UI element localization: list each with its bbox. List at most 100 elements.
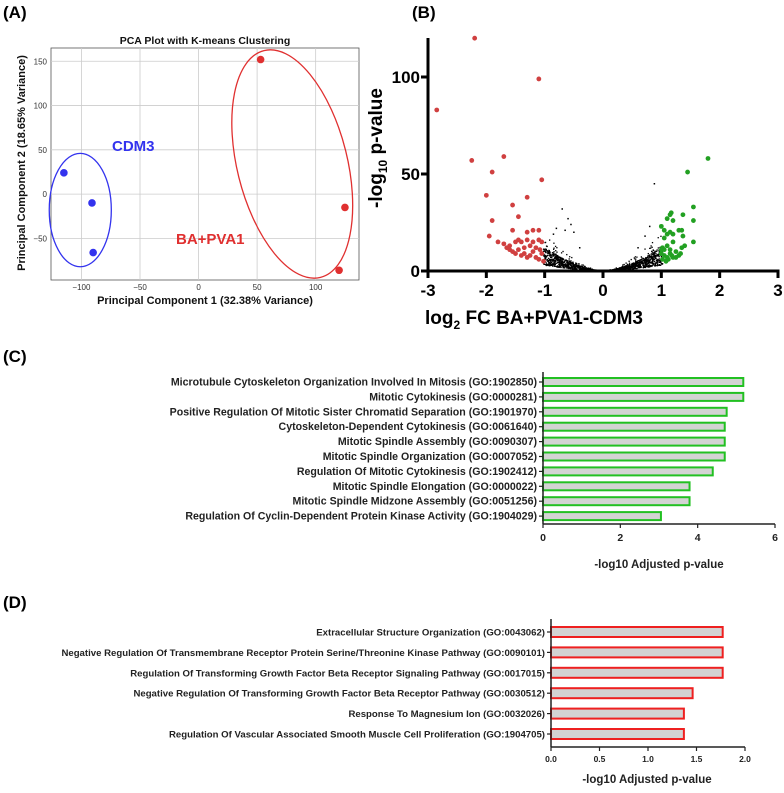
volcano-point-ns [552, 252, 555, 254]
volcano-point-ns [655, 253, 657, 255]
volcano-point-ns [636, 260, 638, 263]
volcano-x-tick-label: 0 [598, 281, 607, 300]
volcano-point-ns [548, 261, 550, 263]
volcano-point-ns [659, 264, 661, 266]
volcano-point-down [536, 256, 542, 262]
volcano-point-ns [551, 255, 553, 257]
volcano-point-ns [557, 256, 560, 258]
volcano-point-ns [652, 263, 655, 265]
volcano-point-down [472, 35, 478, 41]
pca-cluster-labels: CDM3 BA+PVA1 [112, 138, 245, 248]
volcano-point-down [516, 214, 521, 220]
go-up-bar [542, 406, 728, 417]
volcano-point-ns [626, 263, 629, 266]
volcano-point-ns [571, 256, 573, 259]
volcano-point-ns [573, 231, 575, 233]
volcano-point-ns [568, 264, 570, 266]
pca-y-axis-title: Principal Component 2 (18.65% Variance) [16, 55, 28, 271]
volcano-point-ns [565, 264, 567, 266]
volcano-point-ns [572, 268, 574, 270]
volcano-point-ns [560, 263, 562, 265]
volcano-point-ns [623, 267, 625, 269]
volcano-point-ns [542, 250, 545, 252]
volcano-point-ns [567, 263, 569, 265]
volcano-point-down [537, 247, 543, 253]
go-up-category-label: Mitotic Spindle Elongation (GO:0000022) [333, 481, 537, 493]
pca-y-tick-label: 50 [38, 146, 47, 155]
volcano-point-ns [649, 254, 651, 256]
volcano-point-ns [552, 253, 555, 255]
volcano-point-ns [554, 260, 557, 262]
volcano-point-ns [558, 260, 560, 262]
go-up-x-axis-title: -log10 Adjusted p-value [594, 559, 723, 571]
volcano-x-tick-label: -1 [537, 281, 552, 300]
volcano-point-ns [651, 262, 653, 264]
go-down-bar [550, 646, 724, 659]
ba-pva1-cluster-label: BA+PVA1 [176, 231, 245, 248]
volcano-point-ns [637, 263, 639, 265]
volcano-point-ns [632, 265, 635, 267]
volcano-point-ns [620, 266, 623, 269]
volcano-point-ns [638, 261, 640, 264]
volcano-point-ns [652, 252, 654, 254]
volcano-point-ns [639, 259, 641, 261]
volcano-point-ns [614, 268, 616, 270]
volcano-point-ns [658, 250, 660, 252]
ylabel-part: p-value [366, 88, 387, 160]
volcano-point-ns [562, 267, 564, 269]
volcano-point-ns [636, 261, 639, 263]
volcano-point-ns [583, 267, 585, 269]
volcano-point-ns [640, 263, 642, 265]
volcano-point-ns [657, 247, 659, 249]
volcano-point-ns [658, 261, 660, 263]
volcano-point-ns [639, 266, 642, 269]
volcano-point-ns [660, 235, 662, 237]
volcano-point-ns [549, 254, 552, 256]
volcano-point-ns [624, 268, 627, 270]
volcano-point-ns [574, 266, 576, 268]
volcano-point-ns [572, 263, 574, 266]
volcano-point-ns [641, 262, 643, 264]
volcano-point-ns [570, 263, 572, 265]
volcano-x-tick-label: -2 [479, 281, 494, 300]
volcano-point-ns [658, 250, 660, 253]
volcano-point-ns [643, 261, 645, 263]
go-up-bar [542, 391, 745, 402]
volcano-point-ns [587, 268, 589, 270]
volcano-point-ns [650, 253, 653, 255]
volcano-point-down [501, 154, 507, 159]
volcano-point-ns [554, 245, 557, 248]
volcano-point-ns [657, 259, 659, 261]
volcano-point-ns [555, 258, 558, 260]
volcano-point-ns [635, 263, 637, 265]
pca-point [88, 199, 96, 207]
volcano-point-ns [545, 255, 547, 257]
volcano-point-ns [655, 250, 657, 253]
volcano-point-ns [624, 266, 627, 268]
volcano-point-ns [547, 260, 550, 263]
volcano-point-ns [546, 254, 549, 257]
volcano-point-ns [644, 248, 646, 250]
volcano-point-up [669, 253, 675, 258]
pca-y-tick-label: 150 [34, 57, 48, 66]
volcano-point-down [510, 202, 515, 208]
volcano-point-ns [645, 261, 647, 264]
volcano-point-ns [647, 262, 650, 264]
volcano-point-ns [645, 260, 647, 262]
volcano-point-ns [567, 260, 569, 262]
volcano-point-ns [660, 262, 663, 265]
volcano-point-down [524, 194, 530, 200]
volcano-point-ns [634, 256, 637, 258]
volcano-point-ns [623, 268, 626, 270]
volcano-point-ns [547, 259, 550, 262]
volcano-point-ns [556, 266, 559, 268]
volcano-point-ns [634, 262, 636, 265]
volcano-point-ns [652, 256, 654, 258]
volcano-point-ns [642, 262, 644, 264]
volcano-point-ns [558, 259, 560, 261]
volcano-point-ns [557, 265, 559, 267]
volcano-point-ns [660, 255, 663, 258]
panel-label-b: (B) [412, 3, 436, 22]
volcano-point-down [513, 251, 518, 256]
volcano-point-ns [573, 265, 575, 267]
